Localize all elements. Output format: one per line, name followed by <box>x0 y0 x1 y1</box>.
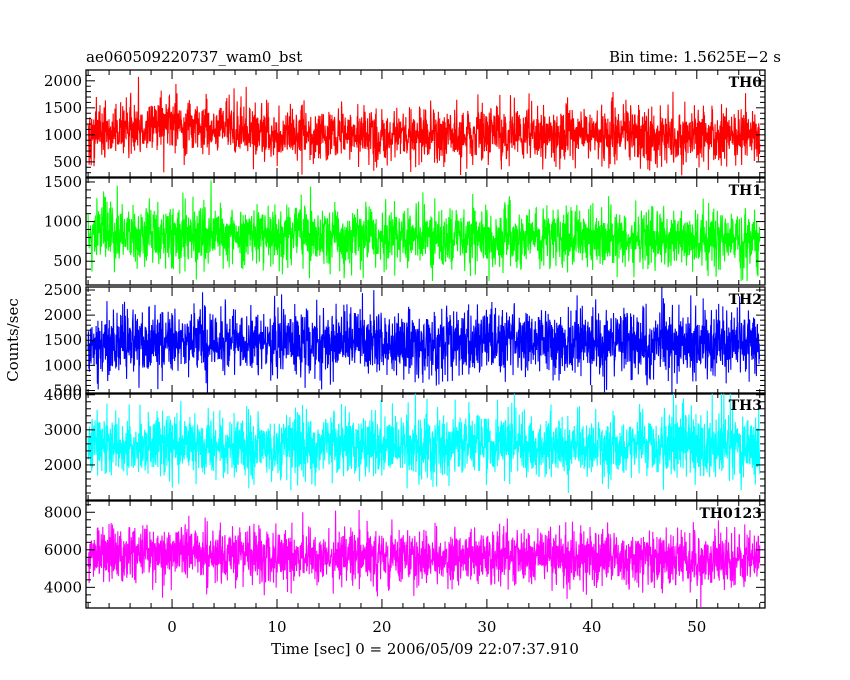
y-tick-label-th2: 1000 <box>44 356 82 374</box>
chart-title: ae060509220737_wam0_bst <box>86 48 302 66</box>
y-tick-label-th2: 1500 <box>44 331 82 349</box>
x-tick-label: 40 <box>582 618 601 636</box>
y-tick-label-th0: 1500 <box>44 99 82 117</box>
series-line-th2 <box>87 287 761 394</box>
x-tick-label: 0 <box>167 618 177 636</box>
x-tick-label: 20 <box>372 618 391 636</box>
y-tick-label-th3: 2000 <box>44 456 82 474</box>
x-tick-label: 30 <box>477 618 496 636</box>
panel-frame-th3 <box>85 392 766 501</box>
y-tick-label-th0: 500 <box>53 153 82 171</box>
panel-label-th0: TH0 <box>729 75 763 91</box>
panel-frame-th1 <box>85 177 766 286</box>
y-tick-label-th1: 1500 <box>44 173 82 191</box>
panel-label-th2: TH2 <box>729 292 762 308</box>
panel-frame-th0123 <box>85 500 766 609</box>
panel-label-th1: TH1 <box>729 183 762 199</box>
series-line-th0 <box>87 76 761 176</box>
y-tick-label-th0123: 8000 <box>44 503 82 521</box>
x-tick-label: 10 <box>267 618 286 636</box>
x-axis-label: Time [sec] 0 = 2006/05/09 22:07:37.910 <box>271 640 579 658</box>
y-tick-label-th2: 2500 <box>44 281 82 299</box>
y-tick-label-th3: 3000 <box>44 421 82 439</box>
y-tick-label-th0123: 6000 <box>44 541 82 559</box>
series-line-th0123 <box>87 509 761 608</box>
series-line-th3 <box>87 393 761 493</box>
y-tick-label-th2: 500 <box>53 381 82 399</box>
y-axis-label: Counts/sec <box>4 298 22 382</box>
panel-frame-th0 <box>85 69 766 178</box>
bin-time-label: Bin time: 1.5625E−2 s <box>609 48 781 66</box>
y-tick-label-th1: 500 <box>53 252 82 270</box>
x-tick-label: 50 <box>687 618 706 636</box>
y-tick-label-th0123: 4000 <box>44 578 82 596</box>
y-tick-label-th1: 1000 <box>44 213 82 231</box>
panel-label-th3: TH3 <box>729 398 762 414</box>
y-tick-label-th0: 1000 <box>44 126 82 144</box>
series-line-th1 <box>87 180 761 282</box>
y-tick-label-th0: 2000 <box>44 72 82 90</box>
y-tick-label-th3: 4000 <box>44 386 82 404</box>
panel-label-th0123: TH0123 <box>699 506 762 522</box>
y-tick-label-th2: 2000 <box>44 306 82 324</box>
